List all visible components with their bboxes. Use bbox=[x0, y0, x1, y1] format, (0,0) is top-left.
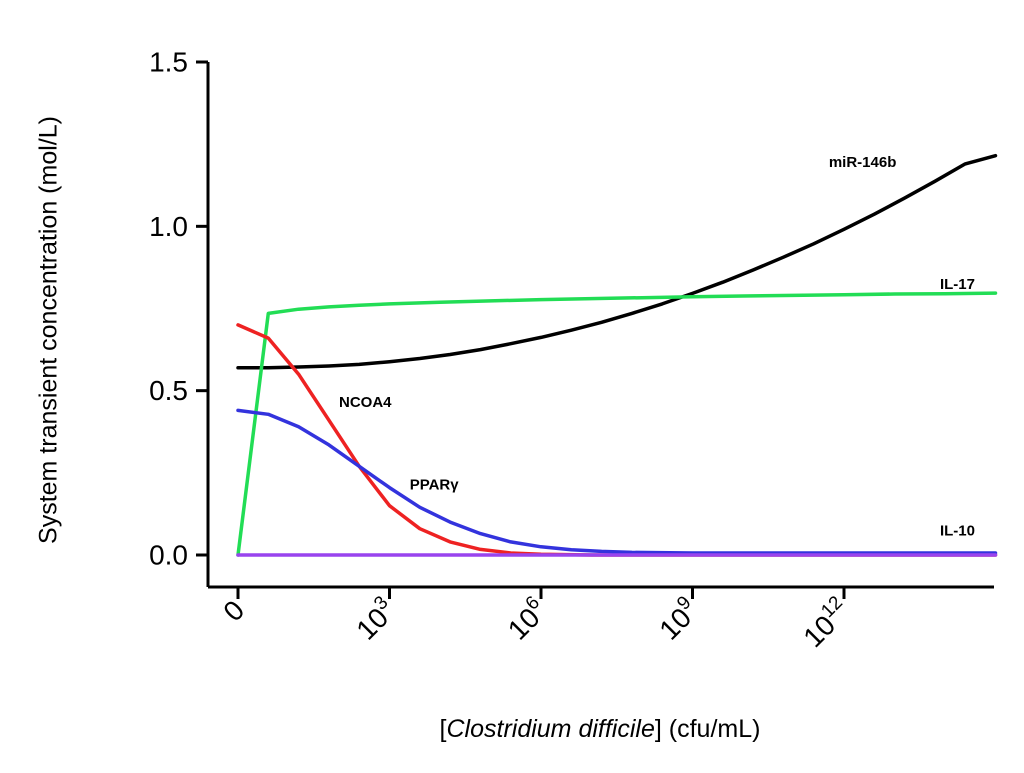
series-labels: miR-146b IL-17 NCOA4 PPARγ IL-10 bbox=[339, 154, 975, 539]
x-tick-label: 0 bbox=[217, 594, 250, 627]
y-ticks: 0.0 0.5 1.0 1.5 bbox=[149, 47, 208, 571]
series-label: IL-17 bbox=[940, 276, 975, 293]
y-tick-label: 0.5 bbox=[149, 375, 188, 406]
series-label: IL-10 bbox=[940, 522, 975, 539]
x-tick-label: 103 bbox=[348, 592, 402, 646]
series-line-il-17 bbox=[236, 291, 998, 557]
x-tick-label: 109 bbox=[651, 592, 705, 646]
x-ticks: 0 103 106 109 1012 bbox=[217, 587, 856, 653]
plot-area: 0.0 0.5 1.0 1.5 0 103 106 109 1012 miR-146b IL-1… bbox=[149, 47, 998, 653]
y-tick-label: 1.5 bbox=[149, 47, 188, 78]
x-tick-label: 106 bbox=[500, 592, 554, 646]
x-axis-title-post: ] (cfu/mL) bbox=[655, 715, 761, 743]
y-tick-label: 1.0 bbox=[149, 211, 188, 242]
series-line-ncoa4 bbox=[236, 323, 998, 557]
series-label: NCOA4 bbox=[339, 394, 392, 411]
x-tick-base: 0 bbox=[217, 594, 250, 627]
x-axis-title-italic: Clostridium difficile bbox=[446, 715, 654, 743]
series-line-ppar- bbox=[236, 408, 998, 555]
series-layer bbox=[236, 153, 998, 557]
series-label: PPARγ bbox=[410, 476, 460, 493]
y-tick-label: 0.0 bbox=[149, 540, 188, 571]
series-line-mir-146b bbox=[236, 153, 998, 370]
x-axis-title-pre: [ bbox=[440, 715, 447, 743]
x-axis-title: [Clostridium difficile] (cfu/mL) bbox=[440, 715, 761, 743]
x-tick-label: 1012 bbox=[795, 592, 856, 653]
series-label: miR-146b bbox=[829, 154, 897, 171]
y-axis-title: System transient concentration (mol/L) bbox=[35, 116, 63, 544]
